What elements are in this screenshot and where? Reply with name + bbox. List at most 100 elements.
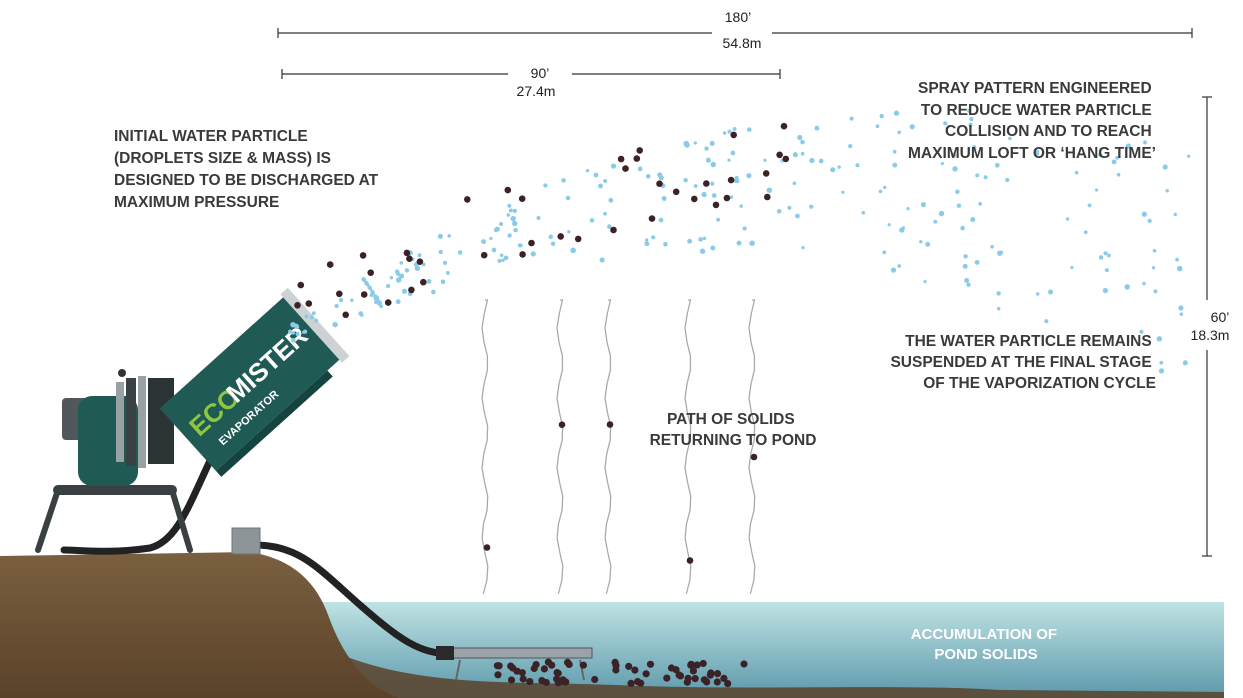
- machine-stand: [35, 485, 193, 553]
- water-droplet: [897, 264, 902, 268]
- initial-particle-line-4: MAXIMUM PRESSURE: [114, 194, 279, 211]
- water-droplet: [883, 185, 887, 190]
- water-droplet: [702, 236, 707, 241]
- half-width-m: 27.4m: [517, 83, 556, 99]
- water-droplet: [503, 255, 509, 261]
- water-droplet: [395, 299, 401, 305]
- spray-pattern-line-1: SPRAY PATTERN ENGINEERED: [918, 80, 1152, 97]
- water-droplet: [766, 187, 773, 193]
- solid-particle: [617, 155, 625, 163]
- solid-particle: [691, 195, 698, 203]
- water-droplet: [1070, 265, 1074, 270]
- water-droplet: [972, 145, 977, 150]
- water-droplet: [610, 163, 617, 169]
- pond-solid: [565, 660, 573, 669]
- water-droplet: [968, 122, 973, 127]
- water-droplet: [683, 177, 688, 183]
- water-droplet: [1035, 292, 1040, 296]
- water-droplet: [1159, 360, 1164, 365]
- water-droplet: [1087, 203, 1092, 208]
- water-droplet: [735, 178, 740, 184]
- water-droplet: [1115, 156, 1119, 160]
- solid-particle: [305, 300, 313, 307]
- water-droplet: [295, 331, 300, 337]
- water-droplet: [994, 162, 1000, 168]
- solid-particle: [574, 235, 582, 243]
- water-droplet: [548, 234, 554, 240]
- water-droplet: [447, 234, 451, 238]
- water-droplet: [603, 179, 608, 183]
- water-droplet: [950, 152, 957, 158]
- pond-solid: [642, 670, 650, 678]
- water-droplet: [658, 217, 664, 223]
- half-width-ft: 90’: [531, 65, 550, 81]
- water-droplet: [742, 226, 747, 231]
- water-droplet: [1182, 360, 1188, 366]
- water-droplet: [543, 183, 548, 188]
- water-droplet: [1094, 188, 1099, 192]
- overall-width-m: 54.8m: [723, 35, 762, 51]
- water-droplet: [637, 166, 643, 172]
- water-droplet: [512, 208, 517, 214]
- water-droplet: [438, 249, 443, 255]
- water-droplet: [794, 213, 800, 219]
- water-droplet: [710, 181, 715, 186]
- pond-solid: [532, 661, 540, 669]
- water-droplet: [294, 324, 300, 330]
- water-droplet: [376, 300, 382, 306]
- water-droplet: [404, 268, 410, 273]
- water-droplet: [925, 241, 931, 247]
- water-droplet: [683, 140, 689, 147]
- water-droplet: [1005, 178, 1010, 183]
- water-droplet: [800, 139, 805, 145]
- water-droplet: [332, 321, 338, 328]
- water-droplet: [1142, 281, 1146, 286]
- water-droplet: [585, 169, 590, 173]
- water-droplet: [607, 224, 612, 229]
- water-droplet: [722, 131, 727, 135]
- solid-particles: [294, 122, 790, 688]
- pond-solid: [684, 674, 692, 682]
- water-droplet: [334, 303, 339, 309]
- water-droplet: [1111, 159, 1117, 165]
- pond-solid: [538, 677, 546, 685]
- water-droplet: [593, 172, 599, 178]
- suspended-line-1: THE WATER PARTICLE REMAINS: [905, 333, 1152, 350]
- water-droplet: [1141, 211, 1147, 217]
- initial-particle-note: INITIAL WATER PARTICLE (DROPLETS SIZE & …: [114, 128, 382, 211]
- pond-solid: [687, 661, 695, 669]
- water-droplet: [1153, 289, 1158, 294]
- falling-solid: [686, 557, 694, 564]
- solid-particle: [519, 251, 526, 258]
- solid-particle: [342, 311, 350, 319]
- water-droplet: [508, 208, 513, 213]
- water-droplet: [603, 211, 607, 216]
- solid-particle: [367, 269, 375, 277]
- pond-solid: [625, 662, 633, 671]
- water-droplet: [421, 262, 426, 267]
- pond-solid: [713, 670, 722, 678]
- initial-particle-line-1: INITIAL WATER PARTICLE: [114, 128, 308, 145]
- solid-particle: [727, 176, 735, 184]
- water-droplet: [978, 202, 982, 206]
- water-droplet: [897, 130, 902, 135]
- water-droplet: [530, 251, 536, 257]
- solid-fall-paths: [481, 299, 756, 595]
- water-droplet: [598, 183, 603, 189]
- water-droplet: [651, 235, 656, 240]
- solid-particle: [656, 180, 663, 187]
- water-droplet: [1086, 338, 1091, 343]
- water-droplet: [732, 126, 737, 131]
- water-droplet: [506, 213, 511, 217]
- water-droplet: [658, 175, 664, 181]
- water-droplet: [861, 210, 866, 215]
- pump-box: [231, 527, 261, 555]
- water-droplet: [710, 161, 716, 168]
- pond-solid: [611, 658, 619, 667]
- solid-particle: [622, 165, 629, 172]
- water-droplet: [561, 178, 566, 183]
- water-droplet: [368, 287, 373, 291]
- solid-particle: [636, 147, 643, 154]
- water-droplet: [507, 203, 512, 208]
